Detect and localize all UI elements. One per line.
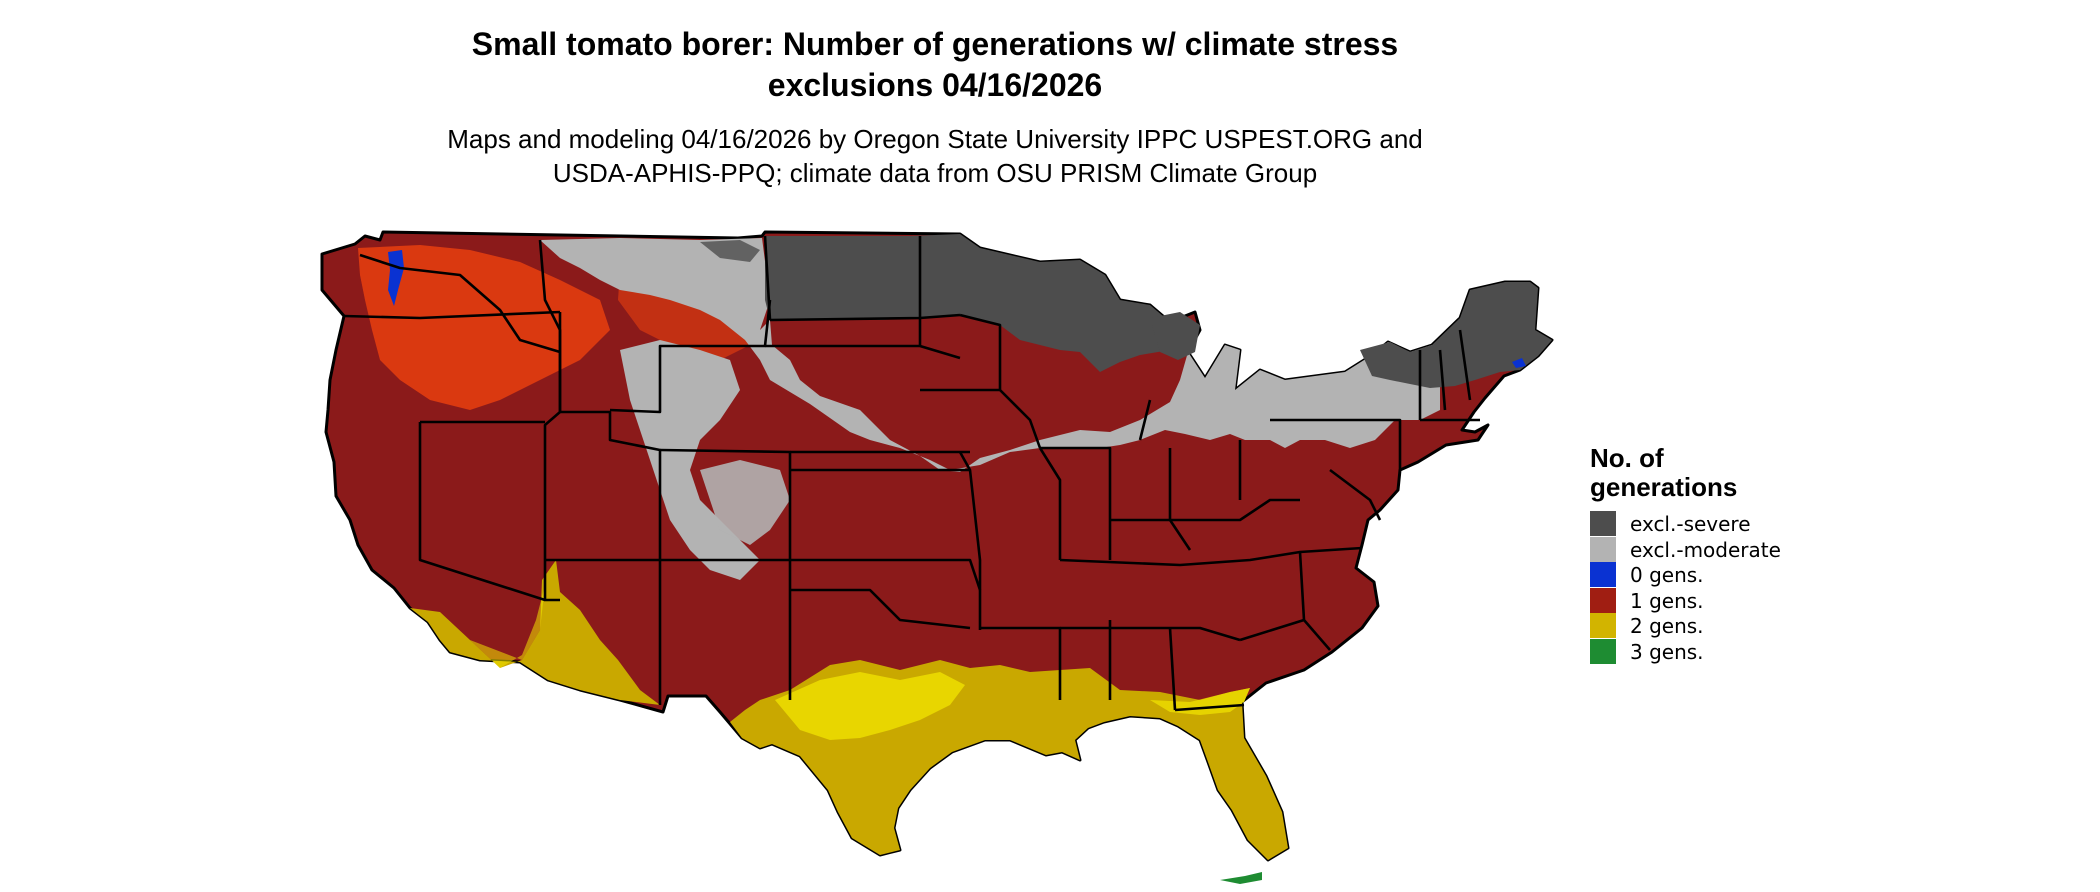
two-gens-sw-bright [470,585,545,668]
legend-swatch [1590,511,1616,536]
legend-item-3-gens: 3 gens. [1590,638,1737,665]
legend: No. of generations excl.-severe excl.-mo… [1590,444,1781,665]
excl-severe-michigan [1150,312,1200,360]
legend-label: 2 gens. [1630,614,1704,639]
legend-title: No. of generations [1590,444,1737,502]
legend-item-excl-severe: excl.-severe [1590,511,1751,537]
excl-severe-upper-midwest [765,234,1190,372]
legend-label: 1 gens. [1630,588,1704,613]
two-gens-sw [410,560,660,705]
legend-label: 0 gens. [1630,563,1704,588]
legend-swatch [1590,562,1616,588]
map-title: Small tomato borer: Number of generation… [0,24,1870,106]
legend-label: 3 gens. [1630,639,1704,664]
map-subtitle-line-1: Maps and modeling 04/16/2026 by Oregon S… [447,124,1423,154]
zero-gens-cascades [388,250,404,306]
legend-item-0-gens: 0 gens. [1590,562,1737,588]
legend-swatch [1590,638,1616,664]
map-subtitle-line-2: USDA-APHIS-PPQ; climate data from OSU PR… [552,158,1318,188]
legend-item-excl-moderate: excl.-moderate [1590,536,1781,563]
legend-label: excl.-moderate [1630,537,1781,562]
legend-swatch [1590,587,1616,613]
one-gen-bright-nw [358,245,610,410]
excl-severe-northeast [1360,282,1552,388]
legend-swatch [1590,613,1616,639]
legend-title-line-2: generations [1590,472,1738,502]
excl-severe-montana [700,240,760,262]
legend-item-1-gens: 1 gens. [1590,587,1737,614]
legend-swatch [1590,536,1616,562]
map-title-line-1: Small tomato borer: Number of generation… [471,26,1399,62]
legend-label: excl.-severe [1630,512,1751,536]
map-subtitle: Maps and modeling 04/16/2026 by Oregon S… [0,122,1870,190]
two-gens-texas-bright [775,672,965,740]
zero-gens-northeast [1512,358,1526,368]
excl-moderate-colorado [700,460,790,545]
excl-moderate-rockies [620,340,760,580]
legend-title-line-1: No. of [1590,443,1664,473]
legend-item-2-gens: 2 gens. [1590,613,1737,639]
three-gens-fl-keys [1220,872,1262,884]
map-title-line-2: exclusions 04/16/2026 [767,67,1103,103]
state-boundaries [343,235,1480,712]
